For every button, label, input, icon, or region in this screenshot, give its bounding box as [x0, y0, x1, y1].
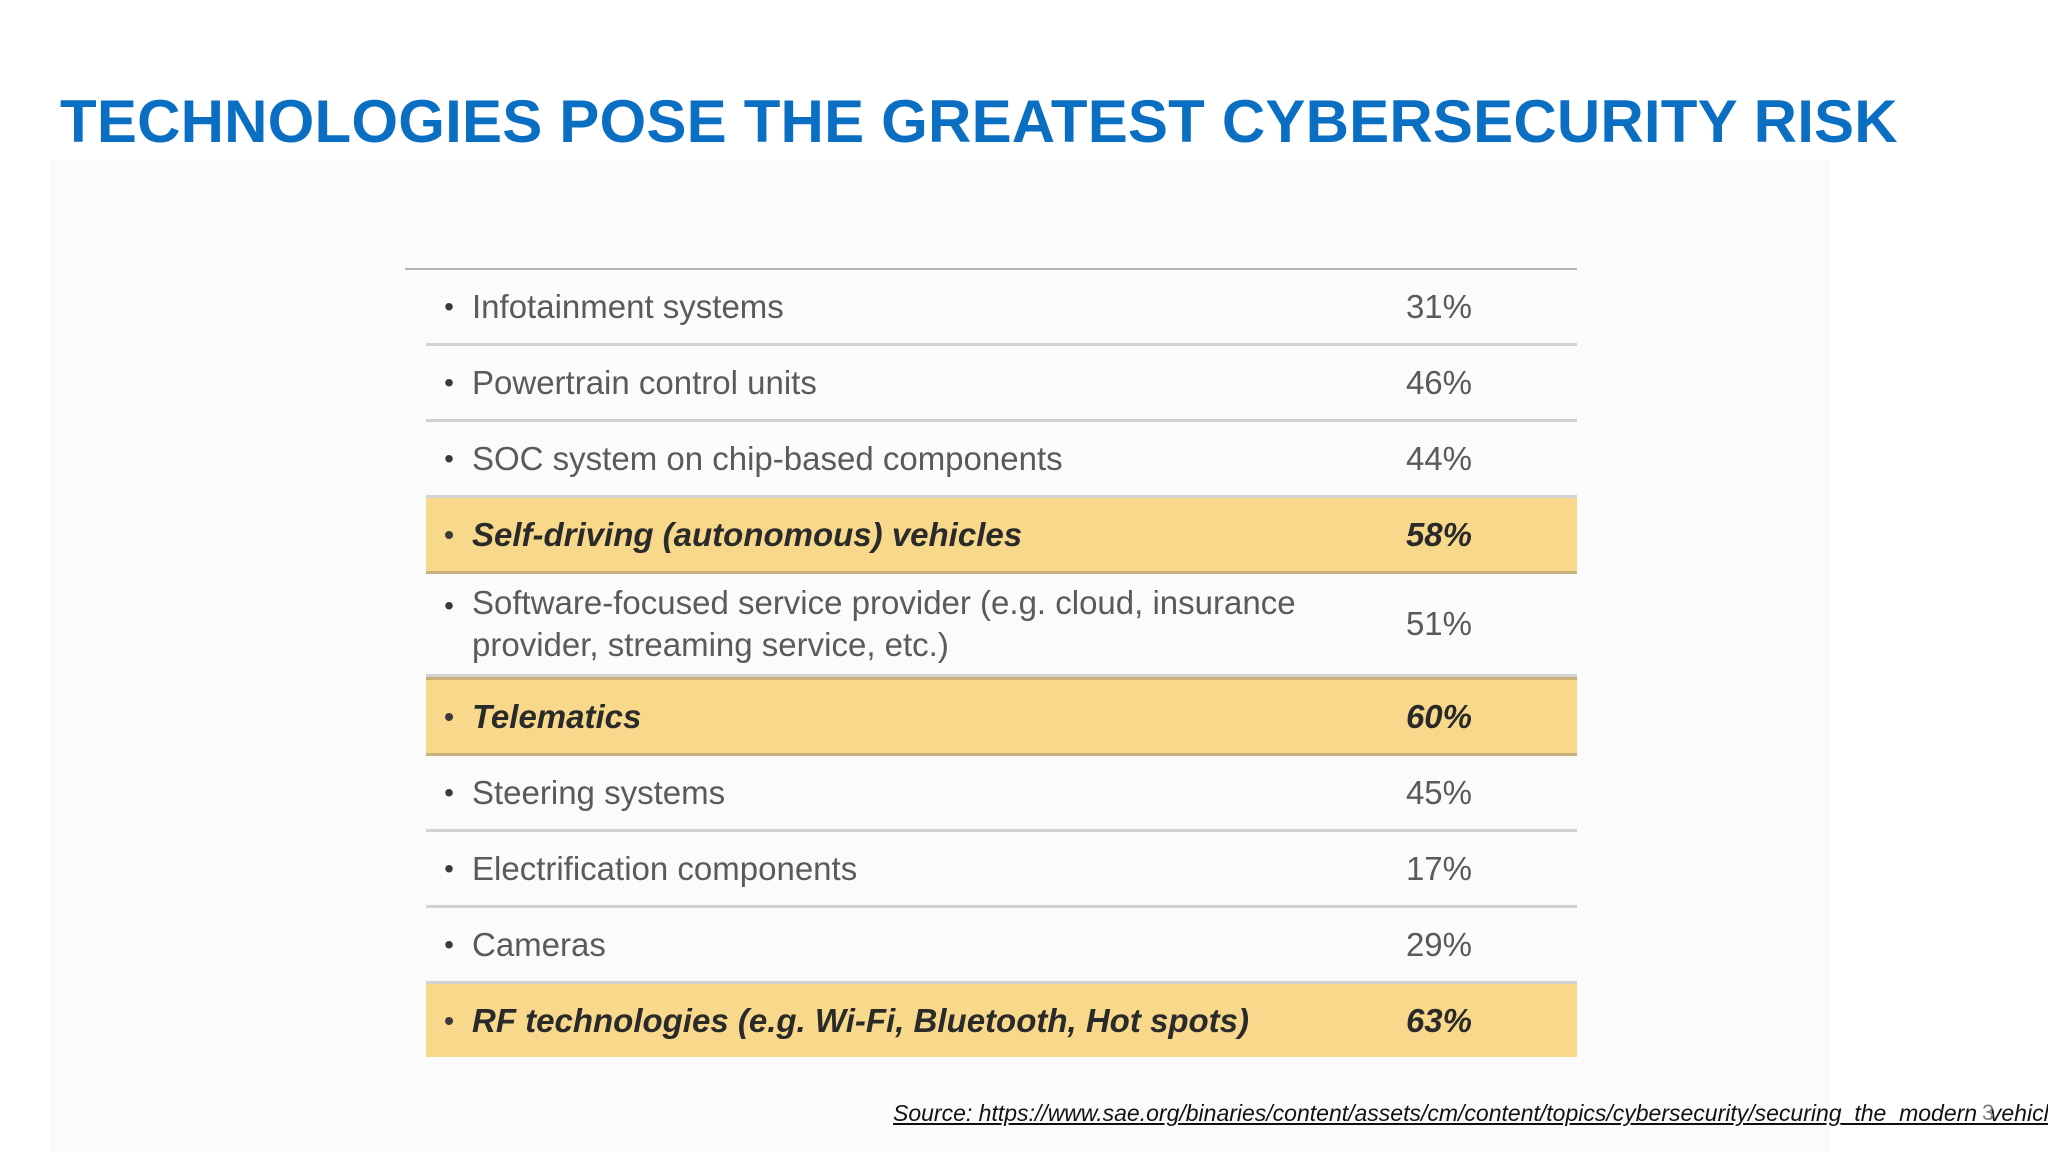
row-value: 60% — [1405, 697, 1472, 735]
table-row-highlighted: • Self-driving (autonomous) vehicles 58% — [426, 498, 1577, 574]
slide-title: TECHNOLOGIES POSE THE GREATEST CYBERSECU… — [60, 88, 1898, 155]
bullet-icon: • — [444, 928, 454, 960]
row-label: Self-driving (autonomous) vehicles — [472, 515, 1023, 553]
row-value: 44% — [1405, 439, 1472, 477]
table-row-highlighted: • Telematics 60% — [426, 677, 1577, 756]
table-rows: • Infotainment systems 31% • Powertrain … — [426, 270, 1577, 1057]
table-row: • SOC system on chip-based components 44… — [426, 422, 1577, 498]
risk-table: • Infotainment systems 31% • Powertrain … — [405, 268, 1577, 1057]
row-label: RF technologies (e.g. Wi-Fi, Bluetooth, … — [472, 1001, 1249, 1039]
bullet-icon: • — [444, 852, 454, 884]
table-row: • Electrification components 17% — [426, 832, 1577, 908]
bullet-icon: • — [444, 776, 454, 808]
row-value: 46% — [1405, 363, 1472, 401]
bullet-icon: • — [444, 366, 454, 398]
row-label: Cameras — [472, 925, 606, 963]
row-value: 29% — [1405, 925, 1472, 963]
table-row: • Cameras 29% — [426, 908, 1577, 984]
row-label: Telematics — [472, 697, 642, 735]
row-value: 63% — [1405, 1001, 1472, 1039]
row-value: 31% — [1405, 287, 1472, 325]
table-top-rule — [405, 268, 1577, 270]
page-number: 3 — [1982, 1100, 1995, 1125]
row-label: Software-focused service provider (e.g. … — [472, 584, 1296, 663]
row-label: Infotainment systems — [472, 287, 784, 325]
bullet-icon: • — [444, 700, 454, 732]
table-row: • Infotainment systems 31% — [426, 270, 1577, 346]
row-label: Powertrain control units — [472, 363, 817, 401]
source-link[interactable]: Source: https://www.sae.org/binaries/con… — [893, 1100, 2048, 1126]
row-label: Electrification components — [472, 849, 858, 887]
row-label: Steering systems — [472, 773, 726, 811]
row-value: 58% — [1405, 515, 1472, 553]
bullet-icon: • — [444, 290, 454, 322]
table-row: • Software-focused service provider (e.g… — [426, 574, 1577, 677]
row-label: SOC system on chip-based components — [472, 439, 1063, 477]
row-value: 51% — [1405, 605, 1472, 642]
table-row: • Powertrain control units 46% — [426, 346, 1577, 422]
bullet-icon: • — [444, 1004, 454, 1036]
bullet-icon: • — [444, 590, 454, 621]
bullet-icon: • — [444, 518, 454, 550]
table-row: • Steering systems 45% — [426, 756, 1577, 832]
row-value: 17% — [1405, 849, 1472, 887]
row-value: 45% — [1405, 773, 1472, 811]
table-row-highlighted: • RF technologies (e.g. Wi-Fi, Bluetooth… — [426, 984, 1577, 1057]
bullet-icon: • — [444, 442, 454, 474]
